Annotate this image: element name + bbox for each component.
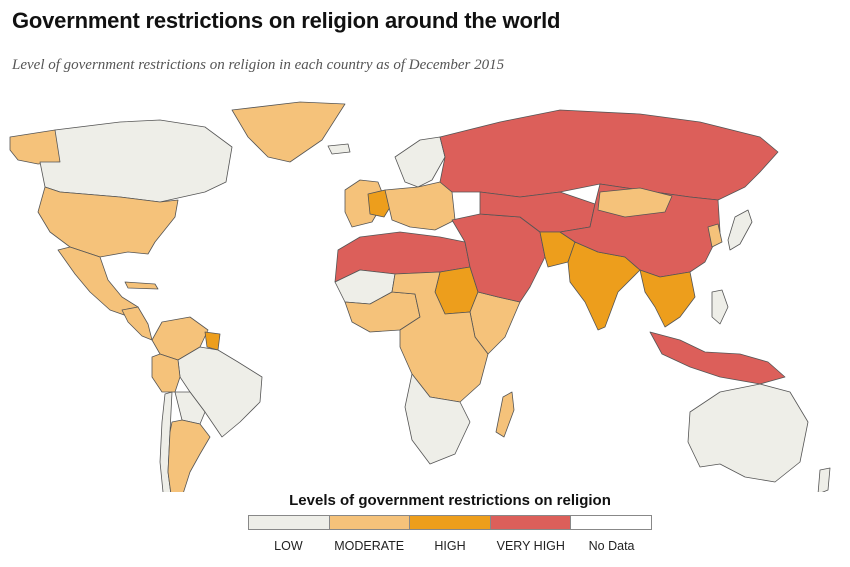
- legend-swatches: [248, 515, 652, 530]
- region-france: [367, 189, 393, 218]
- legend-label-high: HIGH: [434, 539, 466, 553]
- region-scandinavia: [394, 136, 446, 188]
- legend-label-moderate: MODERATE: [334, 539, 405, 553]
- region-australia: [687, 383, 809, 483]
- world-map: [9, 101, 831, 492]
- region-eastern-europe: [384, 181, 456, 231]
- region-bolivia-paraguay: [174, 391, 206, 425]
- legend-title: Levels of government restrictions on rel…: [289, 492, 611, 509]
- legend-swatch-moderate: [328, 516, 410, 529]
- region-mongolia: [597, 187, 673, 218]
- region-greenland: [231, 101, 346, 163]
- region-indonesia: [649, 331, 786, 385]
- region-canada: [39, 119, 233, 203]
- legend-swatch-very-high: [489, 516, 571, 529]
- region-korea: [707, 223, 723, 248]
- region-madagascar: [495, 391, 515, 438]
- region-philippines: [711, 289, 729, 325]
- region-united-states: [37, 186, 179, 258]
- region-japan: [727, 209, 753, 251]
- region-chile: [159, 391, 173, 492]
- region-cuba: [124, 281, 159, 290]
- region-argentina: [167, 419, 211, 492]
- legend-label-no-data: No Data: [588, 539, 635, 553]
- legend-swatch-high: [409, 516, 490, 529]
- legend-swatch-no-data: [570, 516, 651, 529]
- chart-subtitle: Level of government restrictions on reli…: [12, 57, 505, 73]
- legend-label-low: LOW: [274, 539, 303, 553]
- region-central-america: [121, 306, 153, 341]
- legend-labels: LOW MODERATE HIGH VERY HIGH No Data: [248, 539, 652, 553]
- region-new-zealand: [817, 467, 831, 492]
- region-peru: [151, 353, 181, 393]
- region-guyana: [204, 331, 221, 351]
- legend-swatch-low: [249, 516, 329, 529]
- region-iceland: [327, 143, 351, 155]
- region-brazil: [177, 346, 263, 438]
- region-southeast-asia: [639, 269, 696, 328]
- region-southern-africa: [404, 373, 471, 465]
- chart-title: Government restrictions on religion arou…: [12, 8, 561, 33]
- legend: Levels of government restrictions on rel…: [248, 492, 652, 553]
- legend-label-very-high: VERY HIGH: [496, 539, 565, 553]
